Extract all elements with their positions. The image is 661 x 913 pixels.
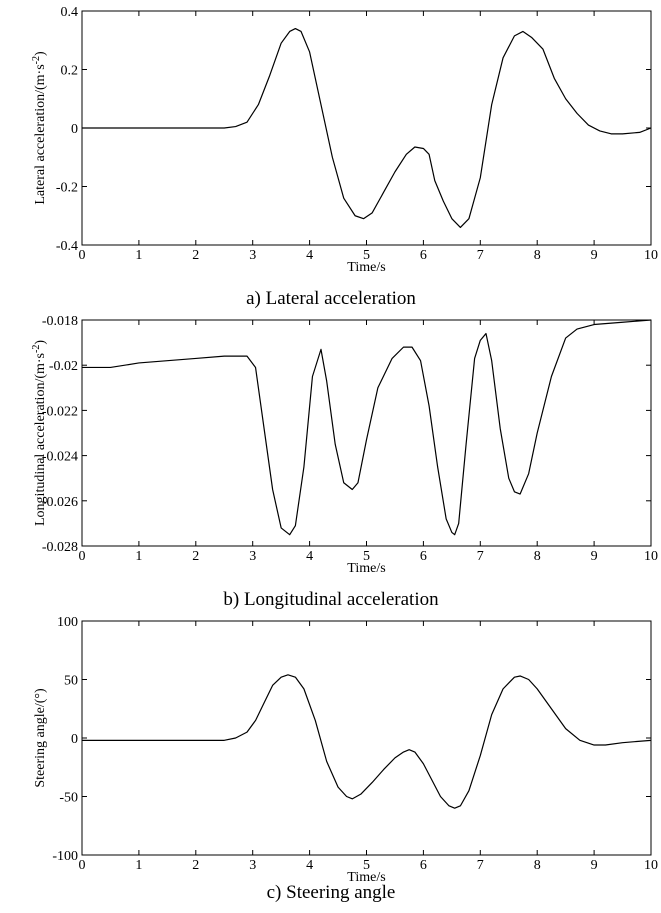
x-tick-labels: 0 1 2 3 4 5 6 7 8 9 10	[79, 248, 659, 263]
y-tick-label: -100	[52, 849, 78, 864]
x-tick-label: 0	[79, 858, 86, 873]
x-axis-label: Time/s	[347, 260, 385, 275]
x-tick-label: 0	[79, 549, 86, 564]
series-line	[82, 319, 652, 536]
panel-lateral-acceleration: -0.4 -0.2 0 0.2 0.4 0 1 2 3 4 5 6 7 8 9 10 Time/s Late…	[31, 5, 658, 309]
plot-area	[81, 620, 652, 856]
y-tick-label: 100	[57, 615, 78, 630]
series-line	[82, 27, 652, 229]
x-tick-label: 6	[420, 549, 427, 564]
x-tick-label: 1	[135, 549, 142, 564]
y-tick-label: -0.026	[42, 495, 78, 510]
caption: a) Lateral acceleration	[246, 288, 416, 309]
x-tick-label: 6	[420, 858, 427, 873]
x-tick-label: 9	[591, 858, 598, 873]
y-tick-labels: -0.4 -0.2 0 0.2 0.4	[56, 5, 78, 254]
x-tick-label: 2	[192, 858, 199, 873]
y-tick-labels: -0.028 -0.026 -0.024 -0.022 -0.02 -0.018	[42, 314, 78, 555]
x-tick-label: 0	[79, 248, 86, 263]
x-tick-label: 5	[363, 248, 370, 263]
y-axis-label: Lateral acceleration/(m·s-2)	[31, 51, 48, 205]
y-tick-label: -0.02	[49, 359, 78, 374]
y-tick-label: -0.024	[42, 450, 78, 465]
y-axis-label: Steering angle/(°)	[33, 688, 48, 788]
x-tick-label: 10	[644, 549, 658, 564]
y-axis-label-superscript: -2	[31, 345, 42, 353]
y-tick-label: -0.018	[42, 314, 78, 329]
y-tick-label: 0.2	[61, 64, 79, 79]
x-tick-label: 7	[477, 248, 484, 263]
x-tick-label: 5	[363, 549, 370, 564]
y-tick-label: 0	[71, 732, 78, 747]
x-tick-label: 3	[249, 248, 256, 263]
y-axis-label-tail: )	[33, 340, 48, 345]
x-tick-label: 8	[534, 248, 541, 263]
x-tick-label: 10	[644, 248, 658, 263]
y-tick-labels: -100 -50 0 50 100	[52, 615, 78, 864]
x-tick-label: 8	[534, 549, 541, 564]
x-axis-label: Time/s	[347, 561, 385, 576]
x-tick-label: 5	[363, 858, 370, 873]
y-tick-label: -0.022	[42, 404, 78, 419]
x-axis-label: Time/s	[347, 870, 385, 885]
ticks	[81, 319, 652, 547]
y-tick-label: -0.2	[56, 181, 78, 196]
x-tick-label: 1	[135, 248, 142, 263]
y-axis-label-base: Lateral acceleration/(m·s	[33, 64, 48, 204]
x-tick-label: 3	[249, 549, 256, 564]
x-tick-label: 4	[306, 549, 313, 564]
x-tick-label: 9	[591, 248, 598, 263]
y-axis-label-superscript: -2	[31, 56, 42, 64]
caption: c) Steering angle	[267, 882, 396, 903]
y-tick-label: -0.4	[56, 239, 78, 254]
x-tick-label: 7	[477, 549, 484, 564]
panel-steering-angle: -100 -50 0 50 100 0 1 2 3 4 5 6 7 8 9 10 Time/s Steeri…	[33, 615, 658, 903]
x-tick-label: 4	[306, 248, 313, 263]
x-tick-label: 4	[306, 858, 313, 873]
ticks	[81, 620, 652, 856]
y-axis-label-tail: )	[33, 51, 48, 56]
y-axis-label-base: Steering angle/(°)	[33, 688, 48, 788]
x-tick-label: 2	[192, 248, 199, 263]
y-tick-label: -50	[59, 791, 78, 806]
y-tick-label: 0	[71, 122, 78, 137]
series-line	[82, 674, 652, 809]
x-tick-label: 6	[420, 248, 427, 263]
y-tick-label: 50	[64, 674, 78, 689]
caption: b) Longitudinal acceleration	[223, 589, 439, 610]
x-tick-label: 7	[477, 858, 484, 873]
x-tick-label: 3	[249, 858, 256, 873]
panel-longitudinal-acceleration: -0.028 -0.026 -0.024 -0.022 -0.02 -0.018 0 1 2 3…	[31, 314, 658, 610]
x-tick-labels: 0 1 2 3 4 5 6 7 8 9 10	[79, 549, 659, 564]
y-tick-label: 0.4	[61, 5, 79, 20]
x-tick-label: 8	[534, 858, 541, 873]
x-tick-label: 10	[644, 858, 658, 873]
x-tick-label: 2	[192, 549, 199, 564]
y-axis-label: Longitudinal acceleration/(m·s-2)	[31, 340, 48, 526]
plot-area	[81, 319, 652, 547]
x-tick-label: 1	[135, 858, 142, 873]
y-tick-label: -0.028	[42, 540, 78, 555]
x-tick-label: 9	[591, 549, 598, 564]
y-axis-label-base: Longitudinal acceleration/(m·s	[33, 353, 48, 526]
x-tick-labels: 0 1 2 3 4 5 6 7 8 9 10	[79, 858, 659, 873]
